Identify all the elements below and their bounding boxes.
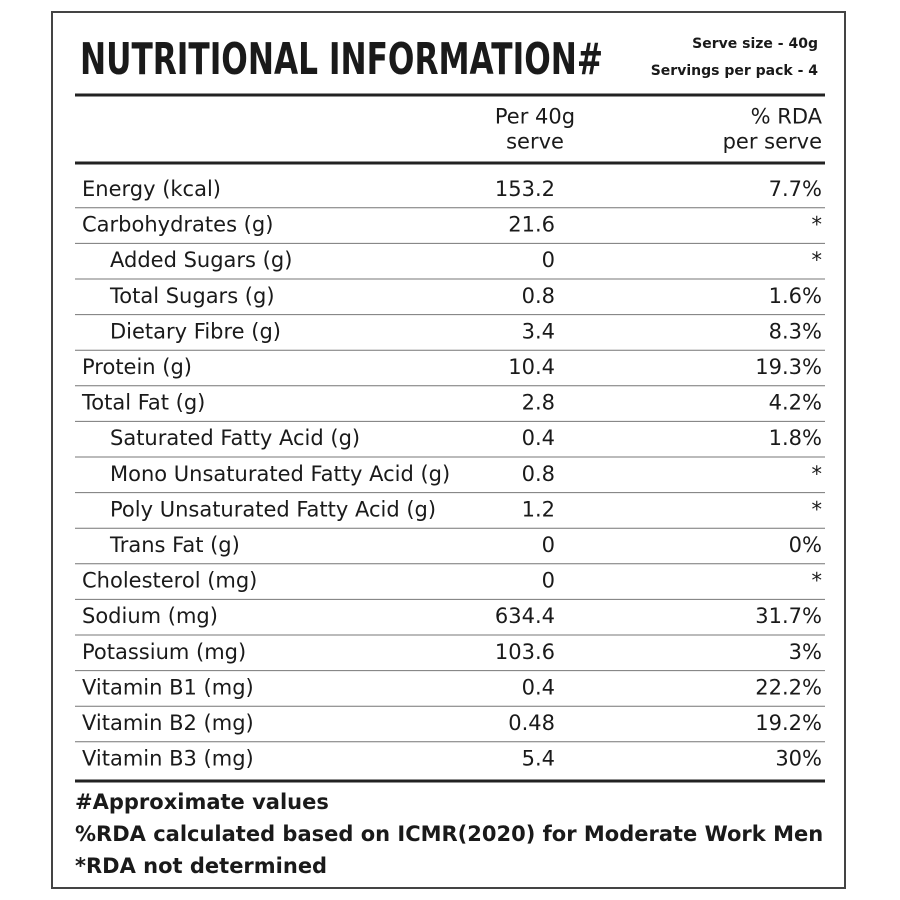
per-serve-value: 103.6 bbox=[495, 640, 555, 664]
footnote: %RDA calculated based on ICMR(2020) for … bbox=[75, 822, 823, 846]
per-serve-value: 10.4 bbox=[508, 355, 555, 379]
row-label: Vitamin B1 (mg) bbox=[82, 675, 254, 699]
column-header: % RDA per serve bbox=[723, 104, 823, 153]
row-label: Potassium (mg) bbox=[82, 640, 246, 664]
row-label: Mono Unsaturated Fatty Acid (g) bbox=[110, 462, 450, 486]
per-serve-value: 21.6 bbox=[508, 213, 555, 237]
servings-per-pack: Servings per pack - 4 bbox=[651, 63, 819, 79]
per-serve-value: 1.2 bbox=[522, 497, 555, 521]
row-label: Vitamin B2 (mg) bbox=[82, 711, 254, 735]
row-label: Saturated Fatty Acid (g) bbox=[110, 426, 360, 450]
per-serve-value: 0 bbox=[542, 569, 555, 593]
title: NUTRITIONAL INFORMATION# bbox=[80, 34, 603, 85]
per-serve-value: 0.4 bbox=[522, 426, 555, 450]
rda-value: * bbox=[812, 248, 823, 272]
rda-value: * bbox=[812, 462, 823, 486]
per-serve-value: 0 bbox=[542, 533, 555, 557]
per-serve-value: 0.48 bbox=[508, 711, 555, 735]
per-serve-value: 0 bbox=[542, 248, 555, 272]
per-serve-value: 3.4 bbox=[522, 319, 555, 343]
rda-value: 19.3% bbox=[755, 355, 822, 379]
per-serve-value: 2.8 bbox=[522, 391, 555, 415]
per-serve-value: 634.4 bbox=[495, 604, 555, 628]
per-serve-value: 153.2 bbox=[495, 177, 555, 201]
rda-value: * bbox=[812, 569, 823, 593]
rda-value: * bbox=[812, 497, 823, 521]
rda-value: 8.3% bbox=[769, 319, 822, 343]
rda-value: 7.7% bbox=[769, 177, 822, 201]
footnote: #Approximate values bbox=[75, 790, 329, 814]
serve-size: Serve size - 40g bbox=[692, 36, 818, 52]
per-serve-value: 0.8 bbox=[522, 284, 555, 308]
row-label: Carbohydrates (g) bbox=[82, 213, 273, 237]
row-label: Trans Fat (g) bbox=[109, 533, 240, 557]
per-serve-value: 0.8 bbox=[522, 462, 555, 486]
row-label: Energy (kcal) bbox=[82, 177, 221, 201]
rda-value: 1.6% bbox=[769, 284, 822, 308]
row-label: Total Sugars (g) bbox=[109, 284, 275, 308]
row-label: Added Sugars (g) bbox=[110, 248, 292, 272]
row-label: Total Fat (g) bbox=[81, 391, 205, 415]
row-label: Poly Unsaturated Fatty Acid (g) bbox=[110, 497, 436, 521]
rda-value: 0% bbox=[789, 533, 822, 557]
row-label: Vitamin B3 (mg) bbox=[82, 747, 254, 771]
rda-value: 31.7% bbox=[755, 604, 822, 628]
rda-value: 4.2% bbox=[769, 391, 822, 415]
rda-value: 1.8% bbox=[769, 426, 822, 450]
per-serve-value: 0.4 bbox=[522, 675, 555, 699]
row-label: Sodium (mg) bbox=[82, 604, 218, 628]
footnote: *RDA not determined bbox=[75, 854, 327, 878]
row-label: Dietary Fibre (g) bbox=[110, 319, 281, 343]
column-header: Per 40g serve bbox=[495, 104, 575, 153]
rda-value: 30% bbox=[775, 747, 822, 771]
rda-value: 22.2% bbox=[755, 675, 822, 699]
rda-value: * bbox=[812, 213, 823, 237]
per-serve-value: 5.4 bbox=[522, 747, 555, 771]
rda-value: 19.2% bbox=[755, 711, 822, 735]
rda-value: 3% bbox=[789, 640, 822, 664]
row-label: Protein (g) bbox=[82, 355, 192, 379]
row-label: Cholesterol (mg) bbox=[82, 569, 257, 593]
